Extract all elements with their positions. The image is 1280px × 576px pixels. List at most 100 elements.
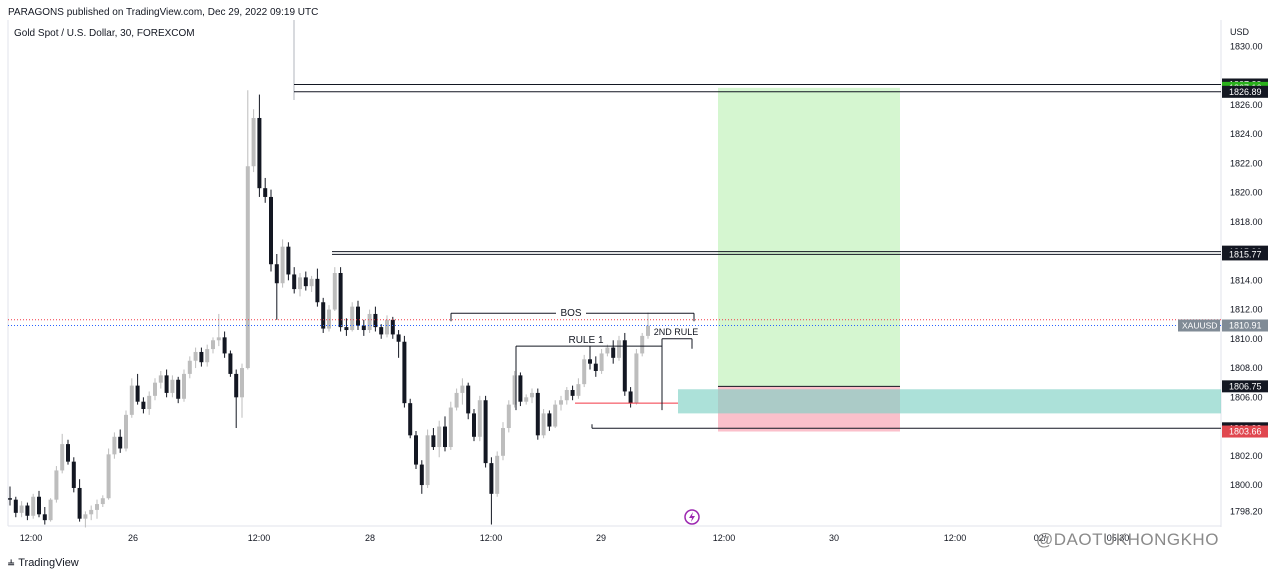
candle-body [251, 117, 256, 167]
candle-body [350, 306, 355, 331]
candle-body [37, 496, 41, 515]
candle-body [124, 414, 128, 449]
candle [118, 429, 123, 453]
candle [472, 409, 476, 442]
price-tick-label: 1806.00 [1230, 392, 1263, 402]
candle-body [361, 325, 366, 331]
time-tick-label: 29 [596, 533, 606, 543]
candle [60, 433, 65, 474]
price-label-box [1222, 248, 1268, 261]
candle-body [199, 351, 204, 363]
candle-body [454, 392, 459, 408]
symbol-title[interactable]: Gold Spot / U.S. Dollar, 30, FOREXCOM [14, 28, 195, 39]
candle [228, 350, 233, 377]
candle [414, 430, 418, 469]
time-tick-label: 12:00 [248, 533, 271, 543]
lightning-icon[interactable] [684, 509, 700, 525]
price-label-text: 1803.66 [1229, 427, 1262, 437]
candle-body [425, 435, 430, 486]
rule2-bracket[interactable] [661, 338, 693, 349]
candle [153, 378, 157, 401]
candle-body [158, 375, 163, 383]
candle [25, 502, 30, 521]
candle [564, 387, 569, 405]
candle [182, 369, 186, 402]
candle-body [211, 340, 215, 350]
candle-body [135, 385, 140, 402]
price-label-1815-77[interactable]: 1815.77 [1222, 248, 1268, 261]
candle-body [205, 349, 210, 363]
candle-body [228, 353, 233, 374]
candle [361, 319, 366, 336]
candle-body [263, 188, 268, 197]
candle-body [460, 385, 465, 393]
time-tick-label: 12:00 [944, 533, 967, 543]
price-tick-label: 1822.00 [1230, 158, 1263, 168]
candle [419, 460, 424, 494]
candle [309, 275, 314, 293]
candle [448, 401, 453, 450]
rule1-bracket[interactable] [515, 345, 663, 411]
price-label-1803-66[interactable]: 1803.66 [1222, 425, 1268, 438]
candle-body [582, 359, 587, 385]
price-label-1826-89[interactable]: 1826.89 [1222, 85, 1268, 98]
candle [385, 315, 389, 338]
candle [240, 363, 244, 418]
candle [89, 505, 94, 521]
candle-body [170, 379, 175, 393]
demand-zone-box[interactable] [678, 389, 1221, 414]
candle [106, 448, 111, 500]
candle [222, 331, 227, 358]
candle-body [321, 302, 326, 329]
candle [211, 337, 215, 354]
candle-body [419, 464, 424, 486]
candle-body [518, 375, 523, 402]
ticker-tag-text: XAUUSD [1182, 321, 1217, 331]
candle-body [524, 397, 529, 402]
candle-body [193, 351, 198, 361]
candle [298, 273, 302, 297]
price-tick-label: 1802.00 [1230, 451, 1263, 461]
candle-body [298, 277, 302, 290]
candle [71, 457, 76, 493]
candle [13, 496, 18, 518]
rule1-label: RULE 1 [568, 335, 603, 346]
candle-body [559, 400, 563, 405]
candle [327, 305, 331, 332]
candle-body [553, 404, 558, 427]
ticker-tag-box [1178, 319, 1220, 332]
price-label-text: 1806.75 [1229, 381, 1262, 391]
price-label-1806-75[interactable]: 1806.75 [1222, 380, 1268, 393]
ticker-tag[interactable]: XAUUSD [1178, 319, 1220, 332]
tradingview-logo[interactable]: ⫨ TradingView [8, 556, 79, 569]
candle [483, 395, 488, 468]
candle-body [466, 385, 471, 414]
candle [257, 94, 262, 197]
price-label-box [1222, 319, 1268, 332]
candle [466, 382, 471, 420]
price-label-box [1222, 425, 1268, 438]
candle [356, 300, 360, 331]
price-tick-label: 1826.00 [1230, 100, 1263, 110]
candle-body [390, 319, 395, 335]
candle [535, 388, 540, 440]
candle [292, 267, 297, 294]
candle [588, 346, 592, 370]
price-label-1810-91[interactable]: 1810.91 [1222, 319, 1268, 332]
candle [315, 268, 320, 307]
candle-body [240, 368, 244, 398]
candle [66, 439, 70, 465]
candle-body [437, 426, 442, 448]
time-tick-label: 26 [128, 533, 138, 543]
candle-body [303, 277, 308, 287]
target-zone-box[interactable] [718, 87, 900, 387]
candle [147, 391, 152, 415]
candle [135, 373, 140, 405]
price-label-text: 1815.77 [1229, 249, 1262, 259]
candle [251, 109, 256, 173]
candle [576, 378, 581, 399]
tradingview-mark-icon: ⫨ [8, 556, 15, 568]
price-tick-label: 1814.00 [1230, 275, 1263, 285]
candle [332, 267, 337, 312]
